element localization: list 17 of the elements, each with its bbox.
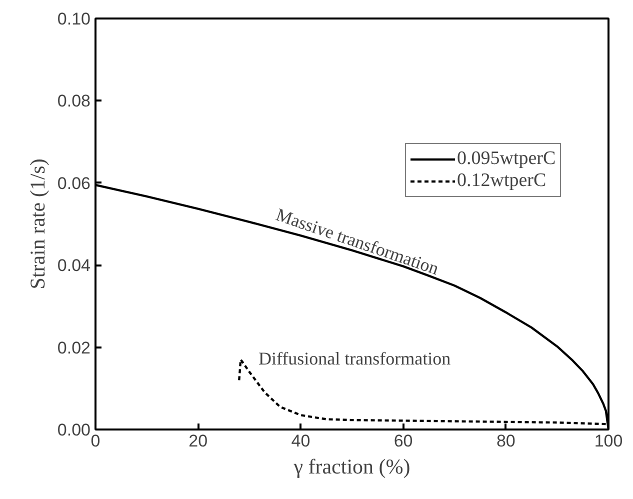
x-tick-label: 40 — [291, 432, 310, 450]
x-tick-label: 60 — [394, 432, 413, 450]
x-axis-title: γ fraction (%) — [292, 454, 410, 478]
x-tick-label: 100 — [594, 432, 623, 450]
x-tick-label: 80 — [496, 432, 516, 450]
y-axis-title: Strain rate (1/s) — [25, 158, 50, 290]
y-tick-label: 0.04 — [57, 256, 91, 276]
annotation: Diffusional transformation — [258, 348, 451, 368]
legend-label: 0.12wtperC — [457, 170, 546, 192]
x-tick-label: 20 — [188, 432, 208, 450]
x-tick-label: 0 — [90, 432, 100, 450]
legend-label: 0.095wtperC — [457, 148, 556, 170]
y-tick-label: 0.10 — [57, 10, 91, 28]
y-tick-label: 0.08 — [57, 92, 91, 111]
y-tick-label: 0.02 — [57, 338, 91, 358]
y-tick-label: 0.06 — [57, 174, 91, 193]
y-tick-label: 0.00 — [57, 420, 91, 440]
